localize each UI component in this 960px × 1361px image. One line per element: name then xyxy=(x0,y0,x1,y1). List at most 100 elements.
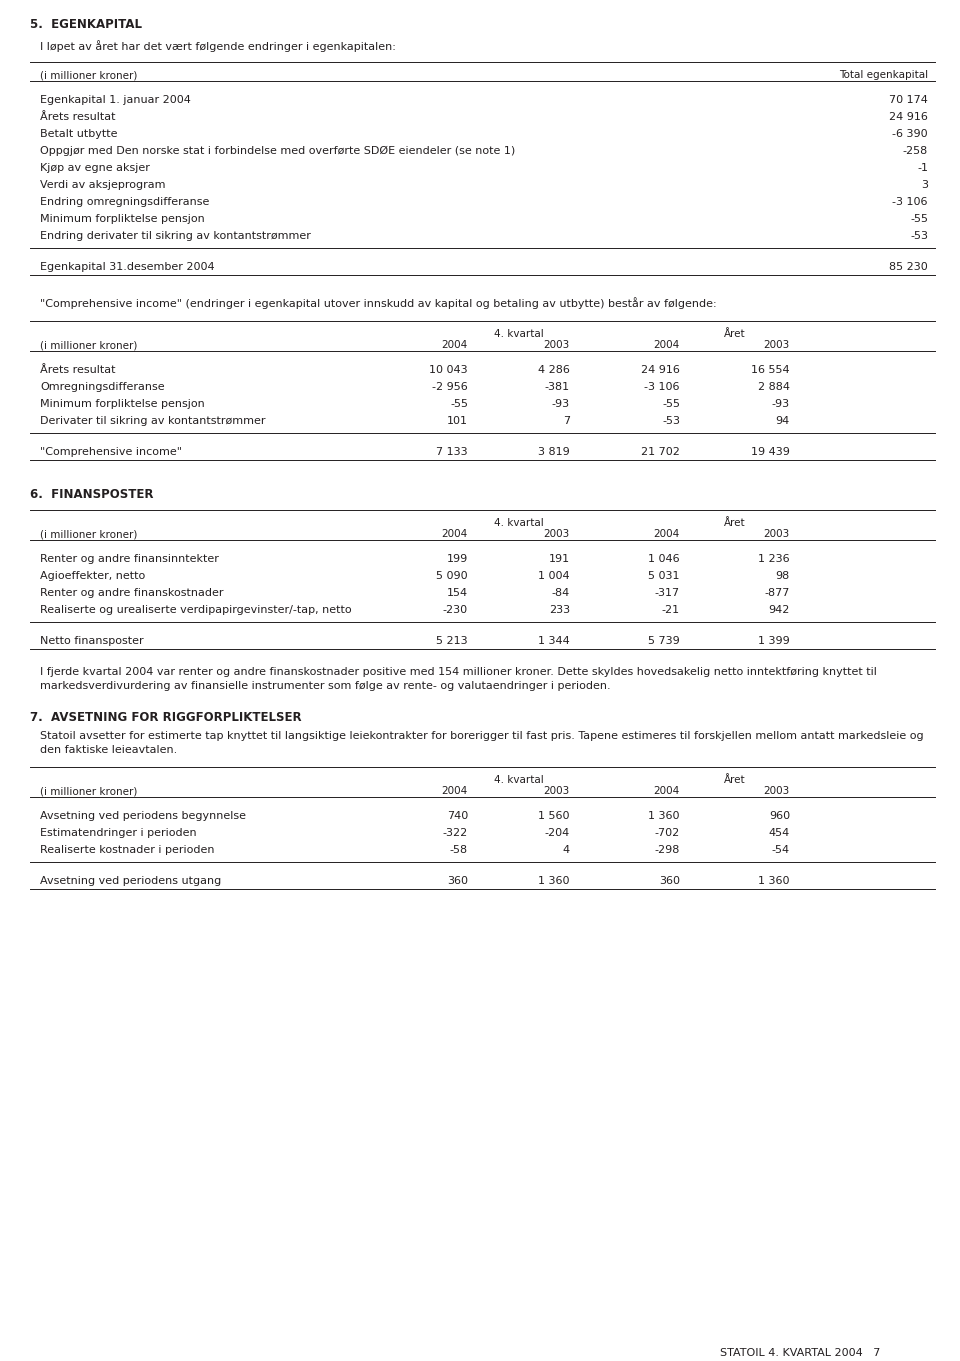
Text: Realiserte og urealiserte verdipapirgevinster/-tap, netto: Realiserte og urealiserte verdipapirgevi… xyxy=(40,606,351,615)
Text: 2003: 2003 xyxy=(764,340,790,350)
Text: 19 439: 19 439 xyxy=(751,446,790,457)
Text: Estimatendringer i perioden: Estimatendringer i perioden xyxy=(40,827,197,838)
Text: -21: -21 xyxy=(661,606,680,615)
Text: 960: 960 xyxy=(769,811,790,821)
Text: 2004: 2004 xyxy=(654,787,680,796)
Text: -258: -258 xyxy=(902,146,928,157)
Text: 454: 454 xyxy=(769,827,790,838)
Text: Årets resultat: Årets resultat xyxy=(40,365,115,376)
Text: -3 106: -3 106 xyxy=(893,197,928,207)
Text: 101: 101 xyxy=(447,416,468,426)
Text: 2004: 2004 xyxy=(654,529,680,539)
Text: Året: Året xyxy=(724,329,746,339)
Text: 233: 233 xyxy=(549,606,570,615)
Text: 98: 98 xyxy=(776,572,790,581)
Text: Årets resultat: Årets resultat xyxy=(40,112,115,122)
Text: 2003: 2003 xyxy=(764,787,790,796)
Text: Oppgjør med Den norske stat i forbindelse med overførte SDØE eiendeler (se note : Oppgjør med Den norske stat i forbindels… xyxy=(40,146,516,157)
Text: 6.  FINANSPOSTER: 6. FINANSPOSTER xyxy=(30,489,154,501)
Text: 1 046: 1 046 xyxy=(648,554,680,563)
Text: I løpet av året har det vært følgende endringer i egenkapitalen:: I løpet av året har det vært følgende en… xyxy=(40,39,396,52)
Text: Realiserte kostnader i perioden: Realiserte kostnader i perioden xyxy=(40,845,214,855)
Text: -53: -53 xyxy=(662,416,680,426)
Text: -6 390: -6 390 xyxy=(893,129,928,139)
Text: -55: -55 xyxy=(910,214,928,225)
Text: 1 399: 1 399 xyxy=(758,636,790,646)
Text: 10 043: 10 043 xyxy=(429,365,468,376)
Text: 21 702: 21 702 xyxy=(641,446,680,457)
Text: 2003: 2003 xyxy=(543,340,570,350)
Text: 2004: 2004 xyxy=(442,340,468,350)
Text: Egenkapital 1. januar 2004: Egenkapital 1. januar 2004 xyxy=(40,95,191,105)
Text: -702: -702 xyxy=(655,827,680,838)
Text: Agioeffekter, netto: Agioeffekter, netto xyxy=(40,572,145,581)
Text: -322: -322 xyxy=(443,827,468,838)
Text: (i millioner kroner): (i millioner kroner) xyxy=(40,340,137,350)
Text: -84: -84 xyxy=(552,588,570,597)
Text: 2004: 2004 xyxy=(654,340,680,350)
Text: 1 004: 1 004 xyxy=(539,572,570,581)
Text: 7.  AVSETNING FOR RIGGFORPLIKTELSER: 7. AVSETNING FOR RIGGFORPLIKTELSER xyxy=(30,710,301,724)
Text: 24 916: 24 916 xyxy=(641,365,680,376)
Text: Året: Året xyxy=(724,519,746,528)
Text: 1 360: 1 360 xyxy=(539,876,570,886)
Text: Omregningsdifferanse: Omregningsdifferanse xyxy=(40,382,164,392)
Text: -204: -204 xyxy=(544,827,570,838)
Text: 2003: 2003 xyxy=(764,529,790,539)
Text: 2003: 2003 xyxy=(543,787,570,796)
Text: Avsetning ved periodens begynnelse: Avsetning ved periodens begynnelse xyxy=(40,811,246,821)
Text: 5 739: 5 739 xyxy=(648,636,680,646)
Text: STATOIL 4. KVARTAL 2004   7: STATOIL 4. KVARTAL 2004 7 xyxy=(720,1347,880,1358)
Text: Kjøp av egne aksjer: Kjøp av egne aksjer xyxy=(40,163,150,173)
Text: -58: -58 xyxy=(450,845,468,855)
Text: Minimum forpliktelse pensjon: Minimum forpliktelse pensjon xyxy=(40,214,204,225)
Text: -2 956: -2 956 xyxy=(432,382,468,392)
Text: -298: -298 xyxy=(655,845,680,855)
Text: markedsverdivurdering av finansielle instrumenter som følge av rente- og valutae: markedsverdivurdering av finansielle ins… xyxy=(40,680,611,691)
Text: (i millioner kroner): (i millioner kroner) xyxy=(40,529,137,539)
Text: -53: -53 xyxy=(910,231,928,241)
Text: "Comprehensive income": "Comprehensive income" xyxy=(40,446,182,457)
Text: -3 106: -3 106 xyxy=(644,382,680,392)
Text: Minimum forpliktelse pensjon: Minimum forpliktelse pensjon xyxy=(40,399,204,410)
Text: 1 344: 1 344 xyxy=(539,636,570,646)
Text: 16 554: 16 554 xyxy=(752,365,790,376)
Text: 360: 360 xyxy=(659,876,680,886)
Text: 4: 4 xyxy=(563,845,570,855)
Text: (i millioner kroner): (i millioner kroner) xyxy=(40,69,137,80)
Text: Statoil avsetter for estimerte tap knyttet til langsiktige leiekontrakter for bo: Statoil avsetter for estimerte tap knytt… xyxy=(40,731,924,740)
Text: Netto finansposter: Netto finansposter xyxy=(40,636,144,646)
Text: 4. kvartal: 4. kvartal xyxy=(494,519,544,528)
Text: 4 286: 4 286 xyxy=(539,365,570,376)
Text: "Comprehensive income" (endringer i egenkapital utover innskudd av kapital og be: "Comprehensive income" (endringer i egen… xyxy=(40,297,716,309)
Text: -54: -54 xyxy=(772,845,790,855)
Text: 70 174: 70 174 xyxy=(889,95,928,105)
Text: -93: -93 xyxy=(772,399,790,410)
Text: 360: 360 xyxy=(447,876,468,886)
Text: Total egenkapital: Total egenkapital xyxy=(839,69,928,80)
Text: -93: -93 xyxy=(552,399,570,410)
Text: 24 916: 24 916 xyxy=(889,112,928,122)
Text: -55: -55 xyxy=(450,399,468,410)
Text: 1 560: 1 560 xyxy=(539,811,570,821)
Text: Endring derivater til sikring av kontantstrømmer: Endring derivater til sikring av kontant… xyxy=(40,231,311,241)
Text: 7: 7 xyxy=(563,416,570,426)
Text: 5 213: 5 213 xyxy=(437,636,468,646)
Text: 154: 154 xyxy=(446,588,468,597)
Text: 4. kvartal: 4. kvartal xyxy=(494,329,544,339)
Text: (i millioner kroner): (i millioner kroner) xyxy=(40,787,137,796)
Text: den faktiske leieavtalen.: den faktiske leieavtalen. xyxy=(40,744,178,755)
Text: 3 819: 3 819 xyxy=(539,446,570,457)
Text: 3: 3 xyxy=(921,180,928,191)
Text: 5 090: 5 090 xyxy=(437,572,468,581)
Text: Betalt utbytte: Betalt utbytte xyxy=(40,129,117,139)
Text: -230: -230 xyxy=(443,606,468,615)
Text: Renter og andre finanskostnader: Renter og andre finanskostnader xyxy=(40,588,224,597)
Text: 5 031: 5 031 xyxy=(649,572,680,581)
Text: 1 360: 1 360 xyxy=(649,811,680,821)
Text: 1 236: 1 236 xyxy=(758,554,790,563)
Text: 199: 199 xyxy=(446,554,468,563)
Text: 2 884: 2 884 xyxy=(758,382,790,392)
Text: Egenkapital 31.desember 2004: Egenkapital 31.desember 2004 xyxy=(40,263,215,272)
Text: 942: 942 xyxy=(769,606,790,615)
